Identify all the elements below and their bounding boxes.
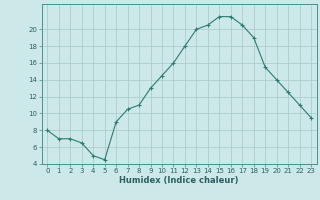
X-axis label: Humidex (Indice chaleur): Humidex (Indice chaleur) [119, 176, 239, 185]
